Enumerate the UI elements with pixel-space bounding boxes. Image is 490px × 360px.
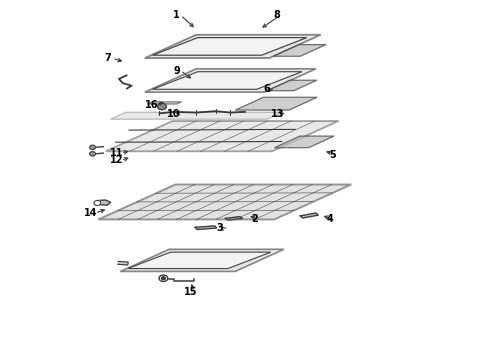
Polygon shape [274,136,334,148]
Polygon shape [300,213,318,218]
Text: 15: 15 [184,287,197,297]
Polygon shape [118,261,128,265]
Circle shape [90,152,96,156]
Polygon shape [98,184,351,220]
Circle shape [94,201,101,206]
Text: 12: 12 [110,155,124,165]
Polygon shape [106,121,339,151]
Text: 9: 9 [173,66,180,76]
Polygon shape [145,35,321,58]
Text: 1: 1 [173,10,180,20]
Circle shape [159,275,168,282]
Text: 13: 13 [271,109,285,119]
Text: 8: 8 [273,10,280,20]
Circle shape [90,145,96,149]
Polygon shape [153,72,302,89]
Text: 7: 7 [105,53,112,63]
Text: 5: 5 [330,150,336,160]
Polygon shape [153,38,307,55]
Text: 16: 16 [146,100,159,110]
Text: 4: 4 [326,215,333,224]
Polygon shape [195,226,217,229]
Text: 6: 6 [264,84,270,94]
Polygon shape [147,102,181,104]
Text: 10: 10 [168,109,181,119]
Polygon shape [121,249,284,271]
Circle shape [158,103,166,110]
Text: 3: 3 [216,224,223,233]
Polygon shape [273,45,326,56]
Polygon shape [95,200,111,205]
Polygon shape [145,69,316,92]
Polygon shape [225,217,243,220]
Text: 11: 11 [110,148,124,158]
Polygon shape [111,112,282,119]
Text: 2: 2 [251,215,258,224]
Polygon shape [128,252,271,269]
Polygon shape [235,97,317,110]
Circle shape [161,277,165,280]
Polygon shape [267,80,317,91]
Text: 14: 14 [84,208,98,218]
